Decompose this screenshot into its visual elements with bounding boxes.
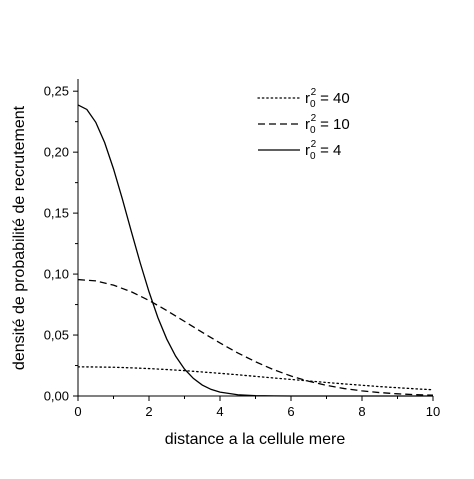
y-tick-label: 0,00 xyxy=(44,389,69,404)
x-tick-label: 2 xyxy=(145,404,152,419)
series-lines xyxy=(77,104,434,397)
x-tick-label: 10 xyxy=(426,404,440,419)
legend-label-3: r02 = 4 xyxy=(305,139,341,162)
y-tick-label: 0,20 xyxy=(44,145,69,160)
y-tick-label: 0,05 xyxy=(44,328,69,343)
x-tick-label: 8 xyxy=(358,404,365,419)
axes xyxy=(77,79,433,397)
legend: r02 = 40 r02 = 10 r02 = 4 xyxy=(257,87,350,162)
x-tick-label: 0 xyxy=(74,404,81,419)
y-tick-label: 0,15 xyxy=(44,206,69,221)
y-tick-label: 0,25 xyxy=(44,84,69,99)
series-line-3 xyxy=(77,104,433,397)
y-tick-label: 0,10 xyxy=(44,267,69,282)
legend-label-2: r02 = 10 xyxy=(305,113,350,136)
y-axis-title: densité de probabilité de recrutement xyxy=(11,105,28,370)
x-tick-label: 6 xyxy=(287,404,294,419)
x-axis-title: distance a la cellule mere xyxy=(165,431,346,448)
legend-label-1: r02 = 40 xyxy=(305,87,350,110)
series-line-2 xyxy=(77,278,434,396)
x-tick-label: 4 xyxy=(216,404,223,419)
series-line-1 xyxy=(77,366,434,391)
ticks: 0 2 4 6 8 10 0,00 0,05 0,10 0,15 0,20 0,25 xyxy=(44,84,441,419)
